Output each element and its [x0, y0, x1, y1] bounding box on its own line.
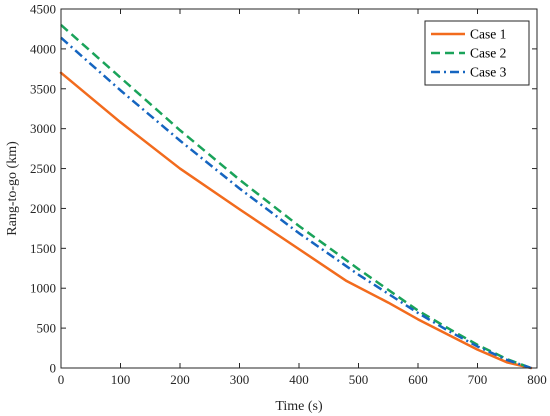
- x-tick-label: 400: [289, 372, 309, 387]
- x-tick-label: 0: [58, 372, 65, 387]
- legend: Case 1 Case 2 Case 3: [424, 20, 530, 86]
- x-axis-label: Time (s): [275, 399, 323, 414]
- y-tick-label: 1500: [30, 241, 56, 256]
- y-axis-label: Rang-to-go (km): [5, 141, 20, 236]
- y-tick-label: 2500: [30, 161, 56, 176]
- series-line-3: [60, 36, 532, 370]
- y-tick-label: 0: [50, 361, 57, 376]
- legend-label-3: Case 3: [470, 65, 507, 80]
- y-tick-label: 3000: [30, 121, 56, 136]
- y-axis-ticks: 0 500 1000 1500 2000 2500 3000 3500 4000 4500: [30, 2, 537, 376]
- x-tick-label: 500: [349, 372, 369, 387]
- plot-frame: [60, 8, 538, 369]
- y-tick-label: 2000: [30, 201, 56, 216]
- x-axis-ticks: 0 100 200 300 400 500 600 700 800: [58, 9, 547, 387]
- x-tick-label: 100: [111, 372, 131, 387]
- x-tick-label: 600: [408, 372, 428, 387]
- x-tick-label: 200: [170, 372, 190, 387]
- y-tick-label: 500: [37, 321, 57, 336]
- y-tick-label: 4000: [30, 41, 56, 56]
- series-line-1: [59, 71, 533, 370]
- x-tick-label: 300: [230, 372, 250, 387]
- x-tick-label: 700: [468, 372, 488, 387]
- series-layer: [59, 24, 533, 370]
- legend-label-1: Case 1: [470, 27, 506, 42]
- y-tick-label: 4500: [30, 2, 56, 17]
- legend-box: [424, 20, 530, 86]
- legend-label-2: Case 2: [470, 46, 506, 61]
- series-line-2: [60, 24, 532, 370]
- x-tick-label: 800: [527, 372, 547, 387]
- y-tick-label: 1000: [30, 281, 56, 296]
- y-tick-label: 3500: [30, 81, 56, 96]
